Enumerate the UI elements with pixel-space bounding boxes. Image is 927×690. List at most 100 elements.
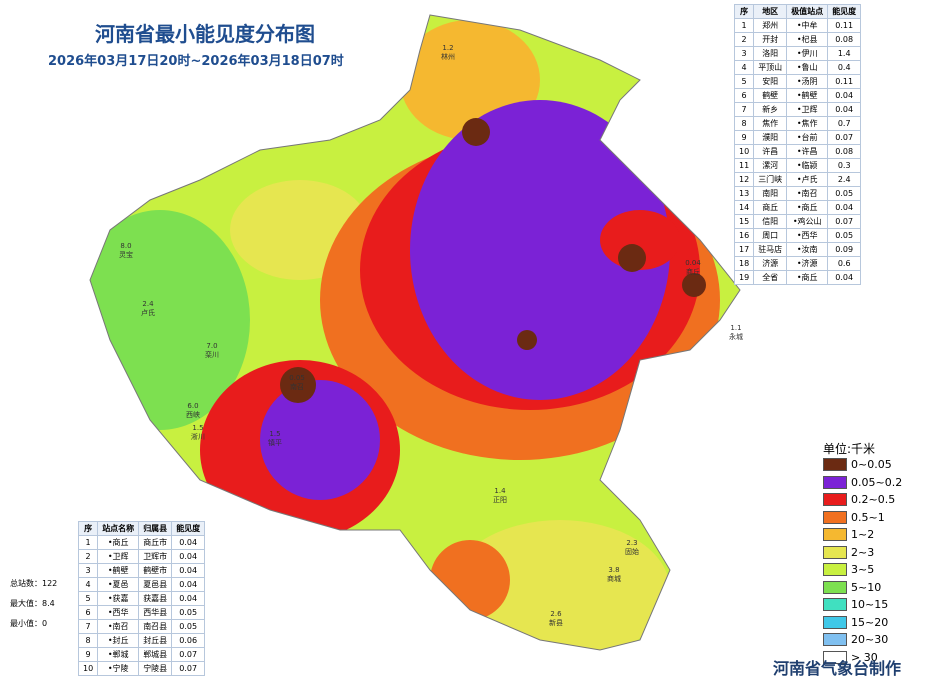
column-header: 归属县	[138, 521, 173, 536]
table-row: 6 •西华 西华县 0.05	[77, 605, 206, 620]
cell: •宁陵	[97, 661, 140, 676]
cell: 4	[77, 577, 99, 592]
legend-label: 2~3	[851, 545, 875, 559]
cell: •商丘	[786, 200, 829, 215]
cell: 0.08	[827, 144, 862, 159]
cell: 南召县	[138, 619, 173, 634]
stat: 最大值：8.4	[10, 599, 55, 608]
cell: 10	[77, 661, 99, 676]
title: 河南省最小能见度分布图	[95, 22, 315, 46]
cell: •鹤壁	[97, 563, 140, 578]
map-station: 林州	[441, 52, 455, 61]
cell: 11	[733, 158, 755, 173]
cell: 安阳	[753, 74, 788, 89]
cell: 18	[733, 256, 755, 271]
cell: 4	[733, 60, 755, 75]
legend-item: 0.05~0.2	[823, 475, 902, 489]
cell: 0.07	[827, 130, 862, 145]
legend-label: 0~0.05	[851, 458, 892, 471]
map-station: 新县	[549, 618, 563, 627]
header-row: 序站点名称 归属县 能见度	[77, 521, 206, 536]
map-station: 南召	[290, 382, 304, 391]
cell: 3	[733, 46, 755, 61]
table-row: 11 漯河 •临颍 0.3	[733, 158, 862, 173]
cell: 0.04	[171, 549, 206, 564]
legend-item: 2~3	[823, 545, 875, 559]
cell: 14	[733, 200, 755, 215]
legend-label: > 30	[851, 650, 878, 664]
legend-swatch	[823, 633, 847, 646]
legend-swatch	[823, 458, 847, 471]
map-value: 1.5	[269, 430, 280, 438]
cell: 鹤壁市	[138, 563, 173, 578]
legend-label: 5~10	[851, 580, 882, 594]
map-value: 2.6	[550, 610, 562, 618]
cell: •台前	[786, 130, 829, 145]
map-value: 0.05	[289, 374, 305, 382]
cell: 1.4	[827, 46, 862, 61]
map-station: 灵宝	[119, 250, 133, 259]
station-table: 序站点名称 归属县 能见度 1 •商丘 商丘市 0.04 2 •卫辉 卫辉市 0.04 3 •鹤壁 鹤壁市…	[77, 521, 206, 676]
table-row: 2 •卫辉 卫辉市 0.04	[77, 549, 206, 564]
cell: 6	[733, 88, 755, 103]
legend-swatch	[823, 650, 847, 664]
map-value: 8.0	[120, 242, 131, 250]
cell: 7	[733, 102, 755, 117]
cell: •济源	[786, 256, 829, 271]
legend-label: 15~20	[851, 615, 889, 629]
cell: 19	[733, 270, 755, 285]
table-row: 5 •获嘉 获嘉县 0.04	[77, 591, 206, 606]
cell: 驻马店	[753, 242, 788, 257]
cell: 南阳	[753, 186, 788, 201]
cell: 济源	[753, 256, 788, 271]
table-row: 3 •鹤壁 鹤壁市 0.04	[77, 563, 206, 578]
cell: 商丘市	[138, 535, 173, 550]
legend-swatch	[823, 475, 847, 489]
legend-label: 0.5~1	[851, 510, 885, 524]
region-table: 序地区 极值站点 能见度 1 郑州 •中牟 0.11 2 开封 •杞县 0.08 3 洛阳 •伊川 1.4 4…	[733, 4, 862, 285]
cell: 许昌	[753, 144, 788, 159]
table-row: 6 鹤壁 •鹤壁 0.04	[733, 88, 862, 103]
cell: 西华县	[138, 605, 173, 620]
cell: 9	[77, 647, 99, 662]
table-row: 3 洛阳 •伊川 1.4	[733, 46, 862, 61]
cell: 平顶山	[753, 60, 788, 75]
legend-item: 10~15	[823, 598, 888, 611]
cell: •封丘	[97, 633, 140, 648]
legend-item: 5~10	[823, 580, 882, 594]
map-station: 西峡	[186, 410, 200, 419]
map-station: 栾川	[205, 350, 219, 359]
cell: 0.07	[171, 647, 206, 662]
legend-label: 20~30	[851, 633, 889, 646]
legend-label: 3~5	[851, 563, 875, 576]
table-row: 15 信阳 •鸡公山 0.07	[733, 214, 862, 229]
cell: 2.4	[827, 172, 862, 187]
map-station: 商丘	[686, 267, 700, 276]
cell: 2	[733, 32, 755, 47]
cell: •西华	[786, 228, 829, 243]
cell: •商丘	[97, 535, 140, 550]
map-value: 2.4	[142, 300, 154, 308]
cell: 三门峡	[753, 172, 788, 187]
cell: •杞县	[786, 32, 829, 47]
cell: 郑州	[753, 18, 788, 33]
cell: 0.05	[827, 186, 862, 201]
stat: 最小值：0	[10, 619, 48, 628]
map-value: 0.04	[685, 259, 701, 267]
cell: •南召	[786, 186, 829, 201]
map-value: 7.0	[206, 342, 217, 350]
cell: •获嘉	[97, 591, 140, 606]
cell: •卫辉	[97, 549, 140, 564]
map-station: 卢氏	[141, 308, 155, 317]
cell: 宁陵县	[138, 661, 173, 676]
cell: 0.05	[171, 605, 206, 620]
table-row: 18 济源 •济源 0.6	[733, 256, 862, 271]
legend-title: 单位:千米	[823, 442, 876, 456]
cell: 0.6	[827, 256, 862, 271]
legend-swatch	[823, 545, 847, 559]
table-row: 5 安阳 •汤阴 0.11	[733, 74, 862, 89]
cell: 5	[733, 74, 755, 89]
table-row: 14 商丘 •商丘 0.04	[733, 200, 862, 215]
table-row: 8 焦作 •焦作 0.7	[733, 116, 862, 131]
cell: 周口	[753, 228, 788, 243]
